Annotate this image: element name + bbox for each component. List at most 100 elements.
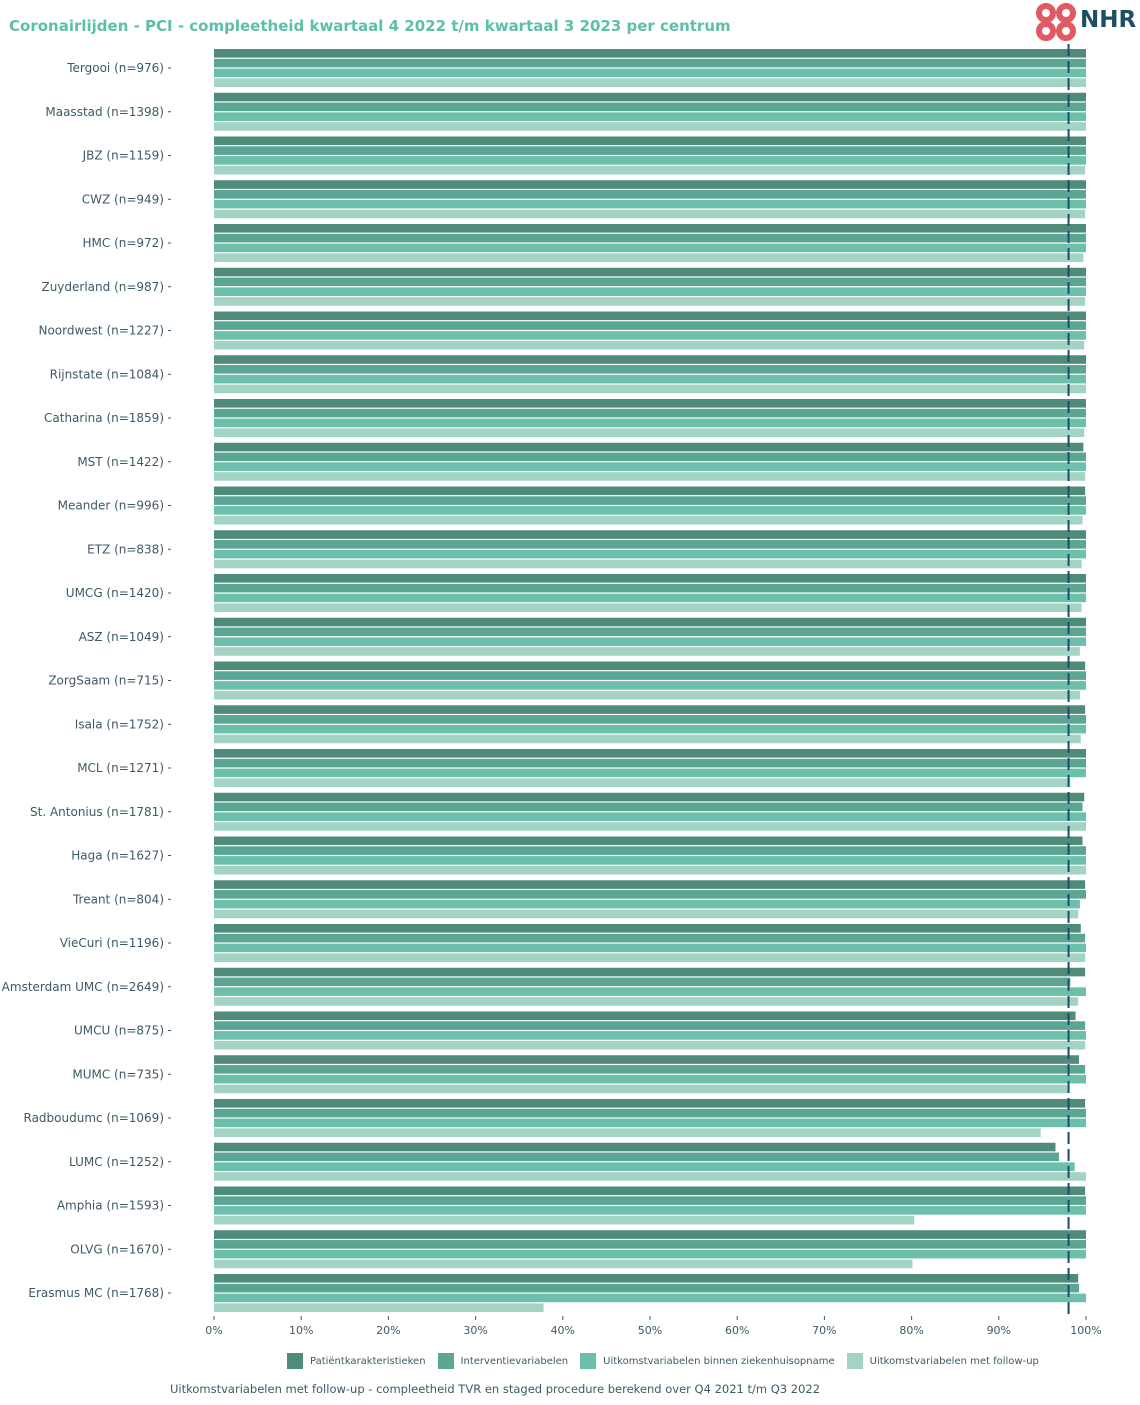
bar-21-series-3 <box>214 943 1086 953</box>
category-label: OLVG (n=1670) <box>70 1242 164 1256</box>
bar-chart: Tergooi (n=976) Maasstad (n=1398) JBZ (n=1… <box>2 44 1102 1337</box>
bar-24-series-2 <box>214 1065 1086 1074</box>
category-label: UMCU (n=875) <box>74 1024 164 1038</box>
bar-23-series-2 <box>214 1021 1086 1030</box>
x-axis: 0% 10% 20% 30% 40% 50% 60% 70% 80% 90% 100% <box>205 1316 1102 1337</box>
bar-18-series-4 <box>214 822 1086 831</box>
bar-22-series-3 <box>214 987 1086 996</box>
bar-16-series-1 <box>214 705 1086 714</box>
bar-14-series-1 <box>214 617 1086 627</box>
bar-21-series-2 <box>214 933 1086 943</box>
legend-swatch <box>580 1353 597 1369</box>
bar-24-series-1 <box>214 1055 1080 1064</box>
bar-17-series-4 <box>214 778 1071 787</box>
category-label: VieCuri (n=1196) <box>60 936 164 950</box>
bar-19-series-1 <box>214 836 1083 846</box>
bar-15-series-2 <box>214 671 1086 680</box>
bar-2-series-4 <box>214 122 1086 131</box>
bar-27-series-4 <box>214 1215 915 1225</box>
bar-20-series-1 <box>214 880 1086 889</box>
bar-3-series-4 <box>214 165 1086 175</box>
bar-29-series-2 <box>214 1283 1080 1293</box>
bar-14-series-3 <box>214 637 1086 646</box>
category-label: UMCG (n=1420) <box>66 586 164 600</box>
bar-9-series-1 <box>214 399 1086 408</box>
bar-15-series-4 <box>214 690 1080 700</box>
bar-4-series-4 <box>214 209 1086 219</box>
bar-17-series-3 <box>214 768 1086 778</box>
legend-label: Interventievariabelen <box>460 1355 569 1367</box>
bar-14-series-4 <box>214 647 1080 656</box>
bar-22-series-2 <box>214 977 1071 987</box>
category-label: Catharina (n=1859) <box>44 411 164 425</box>
legend-swatch <box>437 1353 454 1369</box>
x-tick-label: 90% <box>987 1324 1011 1337</box>
bar-25-series-1 <box>214 1099 1086 1108</box>
bar-10-series-3 <box>214 462 1086 471</box>
category-label: ZorgSaam (n=715) <box>48 674 164 688</box>
bar-28-series-4 <box>214 1259 913 1269</box>
category-label: Treant (n=804) <box>72 892 164 906</box>
bar-25-series-2 <box>214 1108 1086 1118</box>
bar-5-series-4 <box>214 253 1084 262</box>
bar-29-series-1 <box>214 1274 1079 1283</box>
category-label: JBZ (n=1159) <box>82 149 164 163</box>
bar-5-series-3 <box>214 243 1086 253</box>
bar-18-series-1 <box>214 792 1085 802</box>
x-tick-label: 50% <box>638 1324 662 1337</box>
bar-3-series-3 <box>214 156 1086 165</box>
category-label: Isala (n=1752) <box>75 717 164 731</box>
x-tick-label: 70% <box>812 1324 836 1337</box>
bar-14-series-2 <box>214 627 1086 637</box>
legend-item: Uitkomstvariabelen met follow-up <box>846 1353 1039 1369</box>
category-label: Haga (n=1627) <box>71 849 164 863</box>
legend-label: Patiëntkarakteristieken <box>310 1355 426 1367</box>
bar-6-series-2 <box>214 277 1086 287</box>
x-tick-label: 40% <box>551 1324 575 1337</box>
bar-7-series-1 <box>214 311 1086 321</box>
bar-26-series-2 <box>214 1152 1059 1162</box>
bar-15-series-1 <box>214 661 1086 671</box>
bar-4-series-1 <box>214 180 1086 189</box>
x-tick-label: 0% <box>205 1324 222 1337</box>
bar-10-series-4 <box>214 472 1086 481</box>
bar-8-series-4 <box>214 384 1086 394</box>
legend: Patiëntkarakteristieken Interventievariab… <box>287 1353 1051 1369</box>
bar-10-series-2 <box>214 452 1086 462</box>
legend-label: Uitkomstvariabelen binnen ziekenhuisopna… <box>603 1355 835 1367</box>
bar-27-series-1 <box>214 1186 1086 1196</box>
bar-25-series-4 <box>214 1128 1041 1137</box>
category-label: Erasmus MC (n=1768) <box>28 1286 164 1300</box>
bar-20-series-4 <box>214 909 1079 919</box>
bar-5-series-2 <box>214 233 1086 243</box>
bar-11-series-2 <box>214 496 1086 505</box>
bar-1-series-2 <box>214 58 1086 68</box>
bar-13-series-4 <box>214 603 1082 612</box>
chart-title: Coronairlijden - PCI - compleetheid kwar… <box>9 17 731 35</box>
bar-16-series-3 <box>214 724 1086 734</box>
bar-26-series-3 <box>214 1162 1075 1171</box>
bar-27-series-3 <box>214 1206 1086 1215</box>
x-tick-label: 60% <box>725 1324 749 1337</box>
bar-2-series-1 <box>214 92 1086 102</box>
bar-11-series-1 <box>214 486 1086 496</box>
bar-21-series-1 <box>214 924 1081 933</box>
category-label: HMC (n=972) <box>83 236 165 250</box>
bar-9-series-2 <box>214 408 1086 418</box>
bar-23-series-1 <box>214 1011 1076 1021</box>
bar-7-series-4 <box>214 340 1085 350</box>
bar-3-series-1 <box>214 136 1086 146</box>
bar-26-series-1 <box>214 1142 1056 1152</box>
category-label: ASZ (n=1049) <box>79 630 164 644</box>
bar-18-series-3 <box>214 812 1086 821</box>
bar-1-series-4 <box>214 78 1086 87</box>
category-label: LUMC (n=1252) <box>69 1155 164 1169</box>
legend-swatch <box>846 1353 863 1369</box>
category-label: Zuyderland (n=987) <box>41 280 164 294</box>
category-labels: Tergooi (n=976) Maasstad (n=1398) JBZ (n=1… <box>2 61 171 1300</box>
bar-8-series-3 <box>214 374 1086 384</box>
category-label: Tergooi (n=976) <box>66 61 164 75</box>
category-label: St. Antonius (n=1781) <box>30 805 164 819</box>
x-tick-label: 100% <box>1070 1324 1101 1337</box>
bar-13-series-2 <box>214 583 1086 593</box>
